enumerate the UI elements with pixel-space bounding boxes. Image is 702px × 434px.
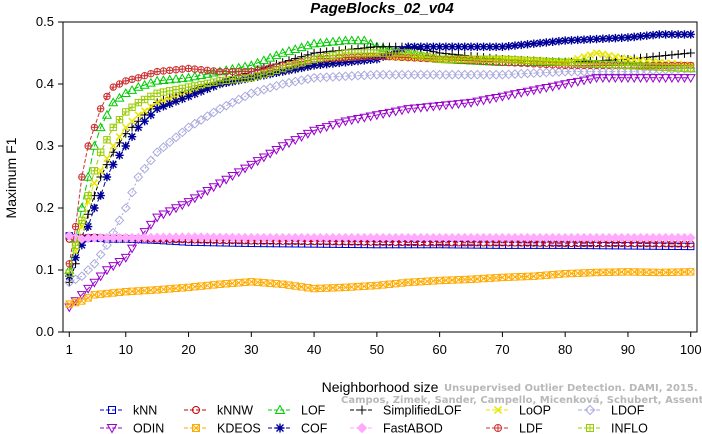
legend-label: FastABOD (383, 422, 443, 434)
legend-marker (356, 422, 368, 434)
series-markers-ldf (65, 52, 695, 268)
series-ldof (64, 63, 696, 288)
series-kdeos (65, 268, 695, 308)
x-tick-label: 50 (370, 342, 384, 357)
legend-label: LOF (301, 404, 326, 418)
plot-frame (62, 21, 698, 333)
legend-label: LDF (519, 422, 543, 434)
legend-marker (192, 424, 200, 432)
series-line-ldf (68, 55, 691, 264)
series-fastabod (64, 230, 696, 244)
x-tick-label: 40 (307, 342, 321, 357)
series-ldf (65, 52, 695, 268)
series-inflo (65, 49, 695, 277)
legend-item-cof: COF (268, 422, 328, 434)
watermark-line-1: Unsupervised Outlier Detection. DAMI, 20… (444, 383, 698, 394)
legend-item-ldof: LDOF (578, 404, 645, 418)
watermark-line-2: Campos, Zimek, Sander, Campello, Micenko… (341, 394, 702, 406)
x-tick-label: 1 (66, 342, 73, 357)
legend-marker (493, 405, 503, 415)
legend-label: COF (301, 422, 328, 434)
y-tick-label: 0.2 (36, 200, 54, 215)
x-axis: 1 10 20 30 40 50 60 70 80 90 100 (66, 332, 702, 357)
legend-marker (357, 405, 367, 415)
legend-item-odin: ODIN (100, 422, 164, 434)
legend-item-lof: LOF (268, 404, 326, 418)
series-line-ldof (69, 68, 691, 283)
series-markers-fastabod (64, 230, 696, 244)
legend-item-kdeos: KDEOS (184, 422, 261, 434)
legend-marker (586, 424, 594, 432)
y-tick-label: 0.1 (36, 262, 54, 277)
legend-item-simplifiedlof: SimplifiedLOF (350, 404, 462, 418)
legend-item-knn: kNN (100, 404, 157, 418)
y-tick-label: 0.4 (36, 76, 54, 91)
legend-label: kNN (133, 404, 157, 418)
legend-marker (108, 406, 116, 414)
legend-item-fastabod: FastABOD (350, 422, 443, 434)
legend-label: LoOP (519, 404, 551, 418)
series-markers-odin (64, 74, 696, 313)
y-tick-label: 0.3 (36, 138, 54, 153)
x-tick-label: 30 (244, 342, 258, 357)
legend-marker (584, 404, 596, 416)
y-axis-title: Maximum F1 (3, 137, 19, 218)
legend-marker (494, 424, 502, 432)
x-tick-label: 90 (621, 342, 635, 357)
x-tick-label: 100 (680, 342, 702, 357)
legend-label: ODIN (133, 422, 164, 434)
x-tick-label: 10 (119, 342, 133, 357)
legend-label: kNNW (217, 404, 253, 418)
legend-item-loop: LoOP (486, 404, 551, 418)
series-simplifiedlof (65, 42, 695, 287)
legend: kNN kNNW LOF SimplifiedLOF LoOP LDOF ODIN KDEOS… (100, 404, 648, 434)
legend-marker (274, 404, 286, 414)
series-markers-inflo (65, 49, 695, 277)
x-tick-label: 80 (558, 342, 572, 357)
legend-label: INFLO (611, 422, 648, 434)
legend-marker (106, 424, 118, 434)
legend-item-ldf: LDF (486, 422, 543, 434)
series-markers-ldof (64, 63, 696, 288)
x-axis-title: Neighborhood size (322, 379, 439, 395)
chart-title: PageBlocks_02_v04 (310, 0, 454, 17)
legend-label: LDOF (611, 404, 645, 418)
legend-item-knnw: kNNW (184, 404, 253, 418)
series-markers-kdeos (65, 268, 695, 308)
watermark: Unsupervised Outlier Detection. DAMI, 20… (341, 383, 702, 406)
plot-area (62, 21, 698, 333)
x-tick-label: 60 (432, 342, 446, 357)
series-odin (64, 74, 696, 313)
x-tick-label: 70 (495, 342, 509, 357)
y-tick-label: 0.5 (36, 14, 54, 29)
legend-marker (192, 406, 200, 414)
legend-item-inflo: INFLO (578, 422, 648, 434)
legend-label: SimplifiedLOF (383, 404, 462, 418)
x-tick-label: 20 (181, 342, 195, 357)
legend-label: KDEOS (217, 422, 261, 434)
y-axis: 0.0 0.1 0.2 0.3 0.4 0.5 (36, 14, 63, 339)
series-markers-simplifiedlof (65, 42, 695, 287)
legend-marker (275, 423, 285, 433)
y-tick-label: 0.0 (36, 324, 54, 339)
